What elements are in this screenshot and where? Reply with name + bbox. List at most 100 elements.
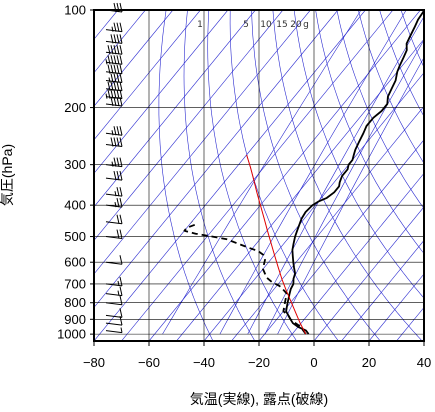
wind-barb-feather xyxy=(110,81,114,91)
wind-barb-feather xyxy=(116,157,120,167)
wind-barb xyxy=(105,45,123,55)
wind-barb xyxy=(105,55,123,65)
wind-barb xyxy=(105,276,123,287)
y-tick-label: 1000 xyxy=(57,327,86,342)
x-tick-label: 0 xyxy=(310,355,317,370)
wind-barb-feather xyxy=(119,286,123,296)
wind-barb xyxy=(105,198,123,208)
wind-barb-half-feather xyxy=(108,77,111,83)
wind-barb xyxy=(105,255,123,265)
wind-barb-feather xyxy=(110,96,114,107)
isotherm-line xyxy=(94,10,284,241)
wind-barb-half-feather xyxy=(105,93,108,99)
wind-barb-feather xyxy=(116,55,120,65)
wind-barb-feather xyxy=(113,81,117,91)
wind-barb-feather xyxy=(119,276,123,287)
wind-barb-feather xyxy=(113,55,117,65)
y-axis-label: 気圧(hPa) xyxy=(0,144,15,206)
wind-barb xyxy=(105,22,123,33)
wind-barb xyxy=(105,89,123,100)
dry-adiabat-line xyxy=(272,10,423,341)
parcel-line xyxy=(246,154,307,335)
dry-adiabat-line xyxy=(251,10,381,341)
wind-barb-half-feather xyxy=(114,202,117,208)
wind-barbs xyxy=(105,2,123,334)
dry-adiabat-line xyxy=(293,10,424,299)
wind-barb-feather xyxy=(119,55,123,65)
wind-barb xyxy=(105,73,123,83)
x-tick-label: 40 xyxy=(417,355,431,370)
wind-barb-feather xyxy=(119,137,123,147)
isotherm-line xyxy=(94,10,201,141)
wind-barb-feather xyxy=(113,34,117,44)
wind-barb-staff xyxy=(105,261,123,265)
dry-adiabat-line xyxy=(183,10,256,341)
wind-barb-feather xyxy=(116,229,120,239)
wind-barb-feather xyxy=(110,137,114,147)
y-tick-label: 300 xyxy=(64,157,86,172)
wind-barb-feather xyxy=(107,81,111,91)
y-tick-label: 700 xyxy=(64,276,86,291)
wind-barb-feather xyxy=(119,295,123,305)
wind-barb-staff xyxy=(105,330,123,334)
mixing-ratio-label: 15 xyxy=(276,20,287,30)
profile-lines xyxy=(183,10,424,335)
wind-barb-half-feather xyxy=(117,290,120,296)
x-tick-label: −20 xyxy=(248,355,270,370)
dry-adiabat-line xyxy=(158,10,214,341)
isotherm-line xyxy=(94,10,229,174)
wind-barb-feather xyxy=(113,137,117,147)
wind-barb-feather xyxy=(110,89,114,99)
dry-adiabat-line xyxy=(207,10,297,341)
dry-adiabat-line xyxy=(358,10,424,164)
x-tick-label: −80 xyxy=(83,355,105,370)
mixing-ratio-line xyxy=(277,56,424,335)
wind-barb-feather xyxy=(116,64,120,74)
mixing-ratio-line xyxy=(264,39,424,335)
dry-adiabat-line xyxy=(229,10,339,341)
y-tick-label: 500 xyxy=(64,229,86,244)
y-tick-label: 800 xyxy=(64,295,86,310)
wind-barb-feather xyxy=(119,187,123,197)
wind-barb-feather xyxy=(119,255,123,265)
wind-barb-feather xyxy=(119,73,123,83)
mixing-ratio-line xyxy=(162,10,362,335)
isotherm-line xyxy=(258,139,424,341)
wind-barb xyxy=(105,126,123,136)
mixing-ratio-line xyxy=(219,10,407,335)
wind-barb xyxy=(105,214,123,225)
mixing-ratio-label: 20 xyxy=(290,20,302,30)
isotherm-line xyxy=(94,10,339,308)
wind-barb-feather xyxy=(107,89,111,99)
mixing-ratio-label: 5 xyxy=(243,20,249,30)
wind-barb-half-feather xyxy=(111,26,114,32)
wind-barb-feather xyxy=(116,198,120,208)
wind-barb-feather xyxy=(119,214,123,224)
wind-barb-feather xyxy=(107,55,111,65)
wind-barb-feather xyxy=(110,34,114,44)
wind-barb-staff xyxy=(105,314,123,318)
isotherm-line xyxy=(341,239,424,341)
dewpoint-line xyxy=(183,221,307,335)
wind-barb-half-feather xyxy=(117,280,120,287)
wind-barb-feather xyxy=(110,45,114,55)
wind-barb-feather xyxy=(116,170,120,181)
isotherm-line xyxy=(94,10,146,74)
wind-barb-feather xyxy=(113,22,117,32)
wind-barb-feather xyxy=(119,64,123,74)
wind-barb-half-feather xyxy=(111,161,114,167)
wind-barb xyxy=(105,96,123,107)
x-axis: −80 −60 −40 −20 0 20 40 xyxy=(83,341,431,370)
isotherm-line xyxy=(313,206,424,341)
wind-barb-half-feather xyxy=(114,191,117,197)
isotherm-line xyxy=(94,10,174,107)
wind-barb-feather xyxy=(116,34,120,44)
isotherm-line xyxy=(94,10,256,208)
wind-barb-feather xyxy=(113,89,117,99)
wind-barb-half-feather xyxy=(120,327,123,333)
wind-barb-feather xyxy=(116,96,120,107)
wind-barb xyxy=(105,34,123,44)
wind-barb-feather xyxy=(116,187,120,197)
wind-barb xyxy=(105,295,123,306)
